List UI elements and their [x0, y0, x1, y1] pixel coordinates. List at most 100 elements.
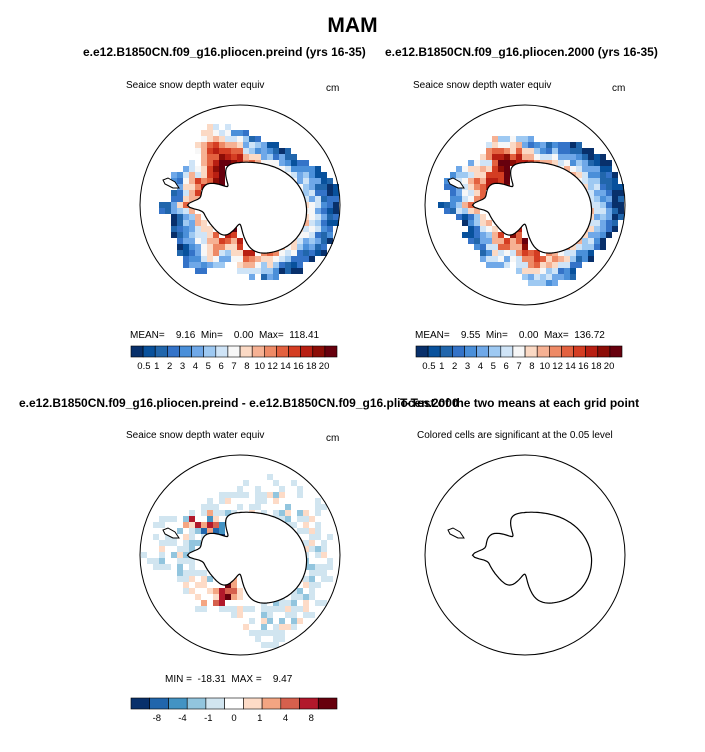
field-cell — [498, 142, 504, 148]
field-cell — [468, 172, 474, 178]
field-cell — [486, 220, 492, 226]
field-cell — [315, 504, 321, 510]
field-cell — [261, 262, 267, 268]
field-cell — [456, 214, 462, 220]
field-cell — [333, 202, 339, 208]
field-cell — [315, 250, 321, 256]
field-cell — [456, 172, 462, 178]
field-cell — [183, 190, 189, 196]
field-cell — [303, 516, 309, 522]
field-cell — [147, 558, 153, 564]
field-cell — [273, 492, 279, 498]
field-cell — [321, 588, 327, 594]
field-cell — [315, 540, 321, 546]
field-cell — [486, 160, 492, 166]
field-cell — [267, 618, 273, 624]
field-cell — [309, 214, 315, 220]
field-cell — [273, 636, 279, 642]
colorbar-box — [299, 697, 319, 710]
field-cell — [195, 564, 201, 570]
field-cell — [321, 250, 327, 256]
field-cell — [243, 498, 249, 504]
field-cell — [249, 600, 255, 606]
field-cell — [279, 154, 285, 160]
field-cell — [273, 474, 279, 480]
field-cell — [594, 238, 600, 244]
field-cell — [315, 244, 321, 250]
panel1-units: cm — [326, 83, 340, 94]
colorbar-box — [318, 697, 338, 710]
field-cell — [261, 486, 267, 492]
field-cell — [474, 208, 480, 214]
field-cell — [285, 510, 291, 516]
field-cell — [231, 594, 237, 600]
field-cell — [504, 142, 510, 148]
field-cell — [219, 136, 225, 142]
field-cell — [285, 600, 291, 606]
field-cell — [570, 262, 576, 268]
field-cell — [315, 208, 321, 214]
field-cell — [486, 232, 492, 238]
field-cell — [267, 268, 273, 274]
field-cell — [261, 148, 267, 154]
field-cell — [480, 244, 486, 250]
field-cell — [303, 540, 309, 546]
field-cell — [516, 250, 522, 256]
field-cell — [486, 244, 492, 250]
field-cell — [309, 504, 315, 510]
antarctica-coastline — [471, 511, 593, 604]
field-cell — [315, 582, 321, 588]
field-cell — [618, 196, 624, 202]
field-cell — [231, 256, 237, 262]
field-cell — [321, 220, 327, 226]
field-cell — [183, 552, 189, 558]
field-cell — [297, 498, 303, 504]
colorbar-tick-label: 4 — [283, 713, 288, 724]
field-cell — [309, 576, 315, 582]
field-cell — [480, 154, 486, 160]
field-cell — [600, 166, 606, 172]
field-cell — [147, 546, 153, 552]
field-cell — [462, 202, 468, 208]
field-cell — [261, 274, 267, 280]
colorbar-tick-label: 16 — [578, 361, 589, 372]
field-cell — [558, 250, 564, 256]
colorbar-tick-label: 18 — [306, 361, 317, 372]
field-cell — [249, 274, 255, 280]
field-cell — [327, 576, 333, 582]
field-cell — [195, 256, 201, 262]
field-cell — [183, 214, 189, 220]
field-cell — [321, 196, 327, 202]
field-cell — [480, 238, 486, 244]
colorbar-tick-label: 8 — [309, 713, 314, 724]
field-cell — [171, 220, 177, 226]
field-cell — [327, 528, 333, 534]
field-cell — [327, 546, 333, 552]
field-cell — [309, 250, 315, 256]
colorbar-box — [585, 345, 599, 358]
colorbar-box — [264, 345, 277, 358]
panel3-var-title: Seaice snow depth water equiv — [126, 430, 265, 441]
field-cell — [207, 582, 213, 588]
field-cell — [195, 576, 201, 582]
field-cell — [213, 166, 219, 172]
field-cell — [225, 238, 231, 244]
field-cell — [195, 172, 201, 178]
field-cell — [195, 594, 201, 600]
field-cell — [153, 564, 159, 570]
field-cell — [504, 256, 510, 262]
field-cell — [606, 178, 612, 184]
field-cell — [552, 280, 558, 286]
field-cell — [315, 600, 321, 606]
field-cell — [183, 238, 189, 244]
panel3-antarctica — [162, 511, 308, 604]
field-cell — [594, 214, 600, 220]
field-cell — [171, 516, 177, 522]
colorbar-tick-label: -4 — [178, 713, 186, 724]
colorbar-box — [186, 697, 207, 710]
field-cell — [231, 136, 237, 142]
field-cell — [480, 160, 486, 166]
field-cell — [219, 178, 225, 184]
field-cell — [243, 250, 249, 256]
field-cell — [309, 226, 315, 232]
